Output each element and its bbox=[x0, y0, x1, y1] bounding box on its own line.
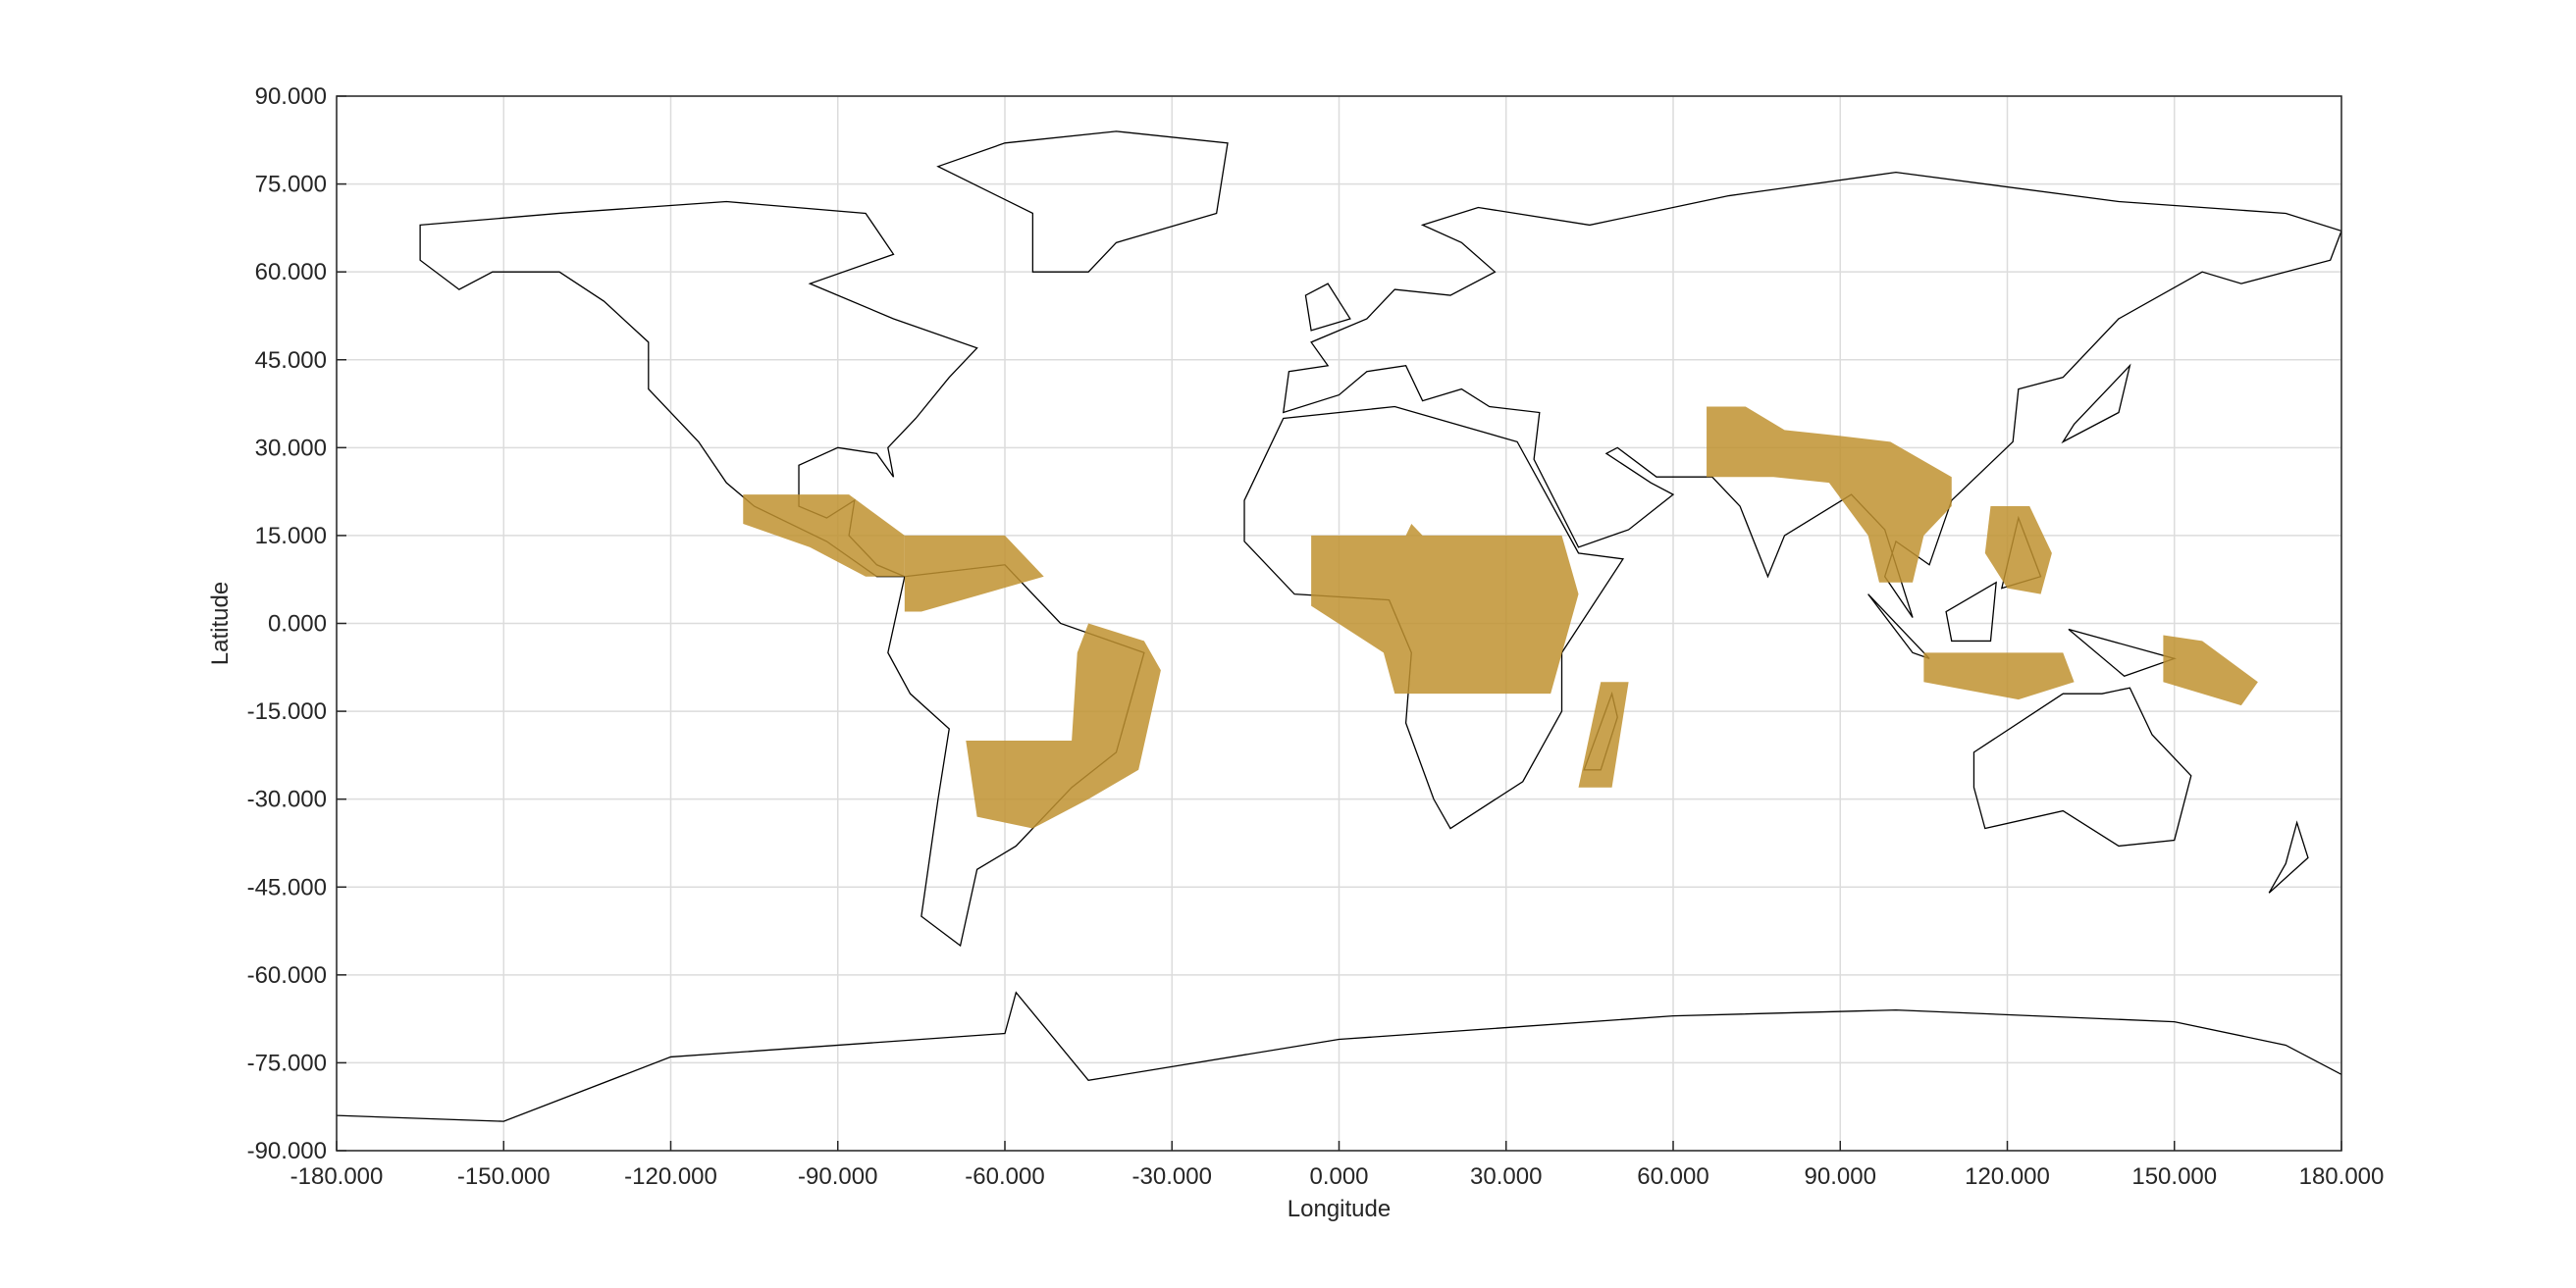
x-tick-label: -30.000 bbox=[1132, 1163, 1212, 1190]
y-tick-label: -45.000 bbox=[247, 874, 327, 901]
x-tick-label: 180.000 bbox=[2299, 1163, 2385, 1190]
y-tick-label: 75.000 bbox=[255, 172, 327, 198]
y-tick-label: 90.000 bbox=[255, 83, 327, 110]
y-tick-label: -60.000 bbox=[247, 962, 327, 989]
region bbox=[1707, 406, 1952, 583]
coastline bbox=[938, 131, 1228, 272]
x-axis-label: Longitude bbox=[1288, 1196, 1391, 1222]
coastline bbox=[1284, 173, 2341, 618]
y-tick-label: 0.000 bbox=[268, 611, 327, 638]
y-tick-label: 30.000 bbox=[255, 435, 327, 461]
y-axis-label: Latitude bbox=[207, 582, 234, 665]
x-tick-label: -60.000 bbox=[965, 1163, 1044, 1190]
y-tick-label: -30.000 bbox=[247, 787, 327, 813]
coastline bbox=[1973, 688, 2190, 846]
x-tick-label: -150.000 bbox=[457, 1163, 551, 1190]
x-tick-label: 150.000 bbox=[2131, 1163, 2217, 1190]
y-tick-label: 15.000 bbox=[255, 523, 327, 549]
x-tick-label: 120.000 bbox=[1965, 1163, 2050, 1190]
region bbox=[1923, 652, 2075, 700]
y-tick-label: 60.000 bbox=[255, 259, 327, 285]
x-tick-label: 90.000 bbox=[1805, 1163, 1876, 1190]
x-tick-label: 60.000 bbox=[1637, 1163, 1709, 1190]
x-tick-label: 30.000 bbox=[1470, 1163, 1542, 1190]
y-tick-label: -15.000 bbox=[247, 698, 327, 725]
x-tick-label: 0.000 bbox=[1309, 1163, 1368, 1190]
regions bbox=[743, 406, 2258, 829]
x-tick-label: -180.000 bbox=[290, 1163, 384, 1190]
coastline bbox=[337, 993, 2341, 1121]
y-tick-label: -75.000 bbox=[247, 1050, 327, 1076]
region bbox=[743, 494, 905, 577]
region bbox=[966, 623, 1161, 829]
y-tick-label: 45.000 bbox=[255, 347, 327, 374]
region bbox=[1984, 506, 2052, 594]
region bbox=[1578, 682, 1629, 788]
y-tick-label: -90.000 bbox=[247, 1138, 327, 1164]
region bbox=[904, 535, 1044, 612]
region bbox=[1311, 523, 1579, 695]
x-tick-label: -90.000 bbox=[798, 1163, 877, 1190]
x-tick-label: -120.000 bbox=[624, 1163, 717, 1190]
region bbox=[2163, 635, 2258, 706]
